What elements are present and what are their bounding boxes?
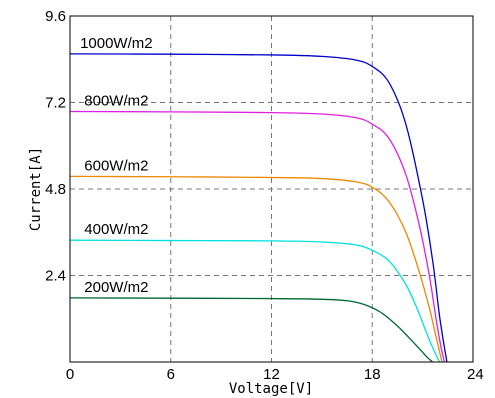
- y-tick-label: 4.8: [45, 181, 66, 198]
- series-group: [69, 53, 448, 363]
- series-line-400wm2: [69, 239, 441, 363]
- grid: [70, 16, 473, 362]
- y-tick-label: 2.4: [45, 268, 66, 285]
- x-tick-labels: 0 6 12 18 24: [66, 366, 484, 383]
- y-tick-labels: 2.4 4.8 7.2 9.6: [45, 8, 66, 285]
- x-tick-label: 12: [263, 366, 280, 383]
- y-axis-label: Current[A]: [28, 147, 44, 231]
- series-line-800wm2: [69, 110, 446, 363]
- curve-label: 200W/m2: [84, 279, 148, 296]
- x-tick-label: 24: [467, 366, 484, 383]
- series-line-200wm2: [69, 297, 434, 363]
- curve-label: 400W/m2: [84, 221, 148, 238]
- plot-frame: [69, 15, 474, 363]
- x-tick-label: 0: [66, 366, 74, 383]
- series-line-1000wm2: [69, 53, 448, 363]
- curve-label: 800W/m2: [84, 93, 148, 110]
- x-tick-label: 18: [364, 366, 381, 383]
- x-tick-label: 6: [167, 366, 175, 383]
- curve-label: 600W/m2: [84, 157, 148, 174]
- curve-labels: 1000W/m2 800W/m2 600W/m2 400W/m2 200W/m2: [80, 35, 153, 296]
- series-line-600wm2: [69, 175, 443, 363]
- y-tick-label: 9.6: [45, 8, 66, 25]
- x-axis-label: Voltage[V]: [229, 381, 313, 397]
- y-tick-label: 7.2: [45, 95, 66, 112]
- curve-label: 1000W/m2: [80, 35, 153, 52]
